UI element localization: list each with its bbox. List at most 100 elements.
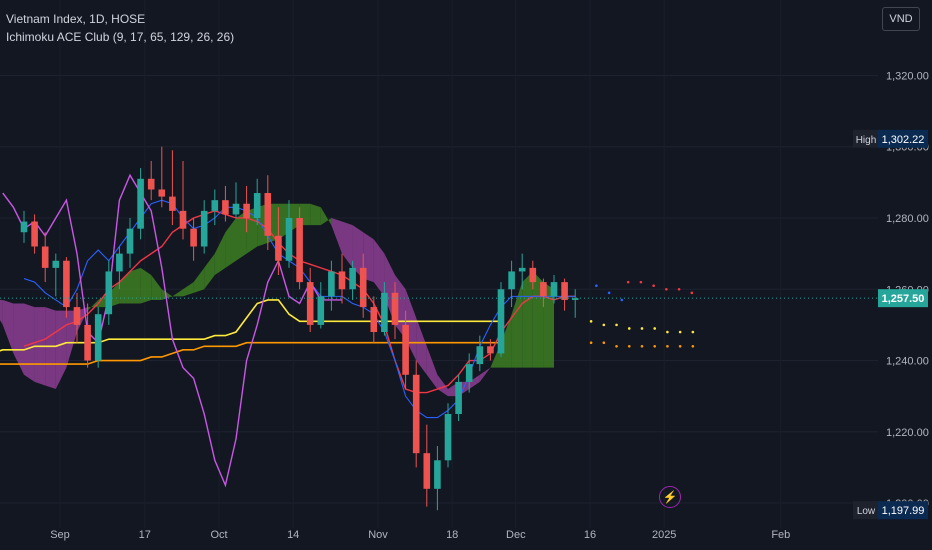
high-value: 1,302.22: [882, 134, 925, 146]
future-tenkan-dot: [620, 298, 624, 302]
cloud-segment: [130, 267, 141, 304]
future-kijun-dot: [677, 287, 681, 291]
senkou-c-line: [0, 299, 501, 352]
candle-body: [444, 413, 452, 461]
future-senkou-d-dot: [678, 344, 682, 348]
ichimoku-cloud: [0, 203, 554, 397]
future-senkou-d-dot: [653, 344, 656, 348]
candle-body: [497, 289, 505, 354]
symbol-title: Vietnam Index, 1D, HOSE: [6, 12, 146, 26]
price-labels: 1,257.50 High 1,302.22 Low 1,197.99: [0, 129, 928, 520]
candle-body: [105, 271, 113, 315]
candle-body: [487, 346, 494, 354]
x-tick-label: 2025: [652, 529, 676, 541]
chart-legend: Vietnam Index, 1D, HOSE Ichimoku ACE Clu…: [6, 10, 234, 46]
candle-body: [41, 246, 49, 268]
cloud-segment: [320, 207, 332, 226]
cloud-segment: [2, 299, 14, 354]
cloud-segment: [87, 299, 99, 311]
candle-body: [296, 217, 303, 283]
candle-body: [338, 271, 346, 290]
candle-body: [179, 210, 187, 229]
cloud-segment: [140, 267, 152, 304]
candle-body: [200, 210, 208, 247]
currency-button[interactable]: VND: [882, 7, 920, 31]
cloud-segment: [426, 346, 438, 390]
cloud-segment: [119, 271, 130, 304]
candle-body: [285, 217, 293, 261]
x-tick-label: Sep: [50, 529, 70, 541]
candle-body: [253, 193, 261, 218]
candle-body: [518, 267, 526, 272]
x-tick-label: 18: [446, 529, 458, 541]
cloud-segment: [193, 267, 205, 293]
indicator-title: Ichimoku ACE Club (9, 17, 65, 129, 26, 2…: [6, 30, 235, 44]
candle-body: [455, 381, 462, 414]
candle-body: [94, 314, 102, 361]
future-senkou-d-dot: [627, 344, 631, 348]
last-price-badge: [878, 289, 928, 308]
cloud-segment: [225, 217, 236, 268]
lightning-bolt-icon[interactable]: ⚡: [659, 486, 681, 508]
cloud-segment: [172, 289, 183, 297]
future-kijun-dot: [639, 280, 643, 284]
candle-body: [116, 253, 123, 272]
candle-body: [73, 307, 81, 325]
future-senkou-d-dot: [666, 344, 669, 348]
cloud-segment: [310, 203, 321, 226]
future-senkou-c-dot: [666, 330, 669, 334]
candle-body: [434, 460, 441, 489]
candlestick-series: [20, 146, 579, 511]
candle-body: [84, 324, 91, 361]
candle-body: [317, 296, 325, 325]
future-kijun-dot: [626, 280, 630, 284]
cloud-segment: [45, 307, 56, 390]
cloud-segment: [501, 314, 512, 368]
cloud-segment: [373, 239, 385, 297]
cloud-segment: [342, 221, 353, 268]
cloud-segment: [24, 303, 35, 382]
candle-body: [381, 292, 388, 333]
candle-body: [423, 453, 431, 489]
future-senkou-d-dot: [691, 344, 695, 348]
y-tick-label: 1,220.00: [886, 427, 929, 439]
future-senkou-c-dot: [640, 327, 644, 330]
axes: 1,320.001,300.001,280.001,260.001,240.00…: [50, 70, 929, 541]
future-senkou-d-dot: [615, 344, 618, 348]
cloud-segment: [437, 374, 448, 397]
cloud-segment: [183, 282, 194, 297]
candle-body: [264, 193, 272, 236]
candle-body: [349, 267, 356, 290]
candle-body: [508, 271, 515, 290]
x-tick-label: Nov: [368, 529, 388, 541]
future-kijun-dot: [652, 284, 655, 287]
candle-body: [402, 324, 409, 375]
candle-body: [232, 203, 240, 215]
candle-body: [529, 267, 537, 283]
future-senkou-c-dot: [615, 323, 618, 327]
future-senkou-c-dot: [627, 327, 631, 330]
candle-body: [359, 267, 367, 308]
candle-body: [222, 200, 229, 215]
y-tick-label: 1,280.00: [886, 213, 929, 225]
candle-body: [476, 346, 484, 365]
cloud-segment: [479, 367, 491, 382]
future-senkou-c-dot: [691, 330, 695, 334]
future-senkou-c-dot: [602, 323, 606, 327]
candle-body: [571, 298, 579, 300]
future-senkou-c-dot: [653, 327, 656, 330]
cloud-segment: [522, 271, 533, 368]
candle-body: [243, 203, 250, 218]
candle-body: [306, 282, 314, 325]
future-senkou-c-dot: [678, 330, 682, 334]
high-tag-bg: [853, 129, 880, 148]
candle-body: [190, 228, 197, 247]
candle-body: [550, 282, 558, 297]
future-senkou-d-dot: [589, 341, 593, 345]
cloud-segment: [0, 299, 3, 325]
cloud-segment: [214, 232, 226, 275]
low-value-bg: [878, 501, 928, 520]
future-tenkan-dot: [607, 291, 611, 295]
candle-body: [52, 260, 60, 268]
